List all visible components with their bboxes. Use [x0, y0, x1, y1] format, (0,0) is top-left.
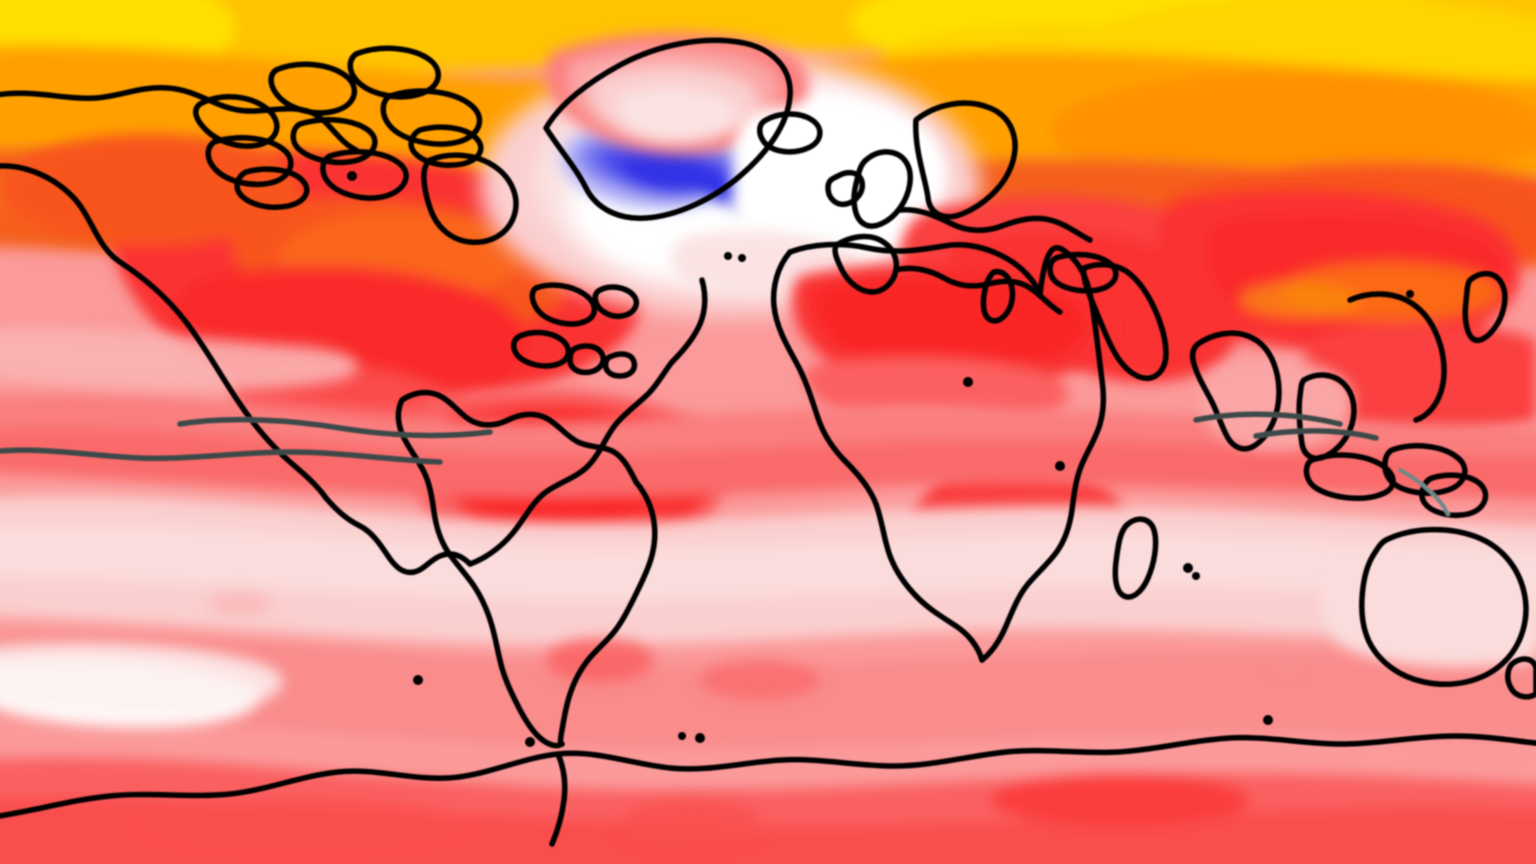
north-atlantic-cold-blob	[559, 117, 853, 230]
anomaly-region-north-america	[0, 134, 644, 469]
anomaly-region-south-america	[413, 388, 724, 644]
anomaly-local-patches	[0, 327, 1536, 844]
anomaly-region-eurasia	[899, 190, 1536, 432]
coastlines	[0, 37, 1536, 847]
anomaly-region-africa	[791, 262, 1124, 599]
anomaly-band-tropics-and-south	[0, 393, 1536, 864]
anomaly-band-northern-hemisphere	[0, 0, 1536, 274]
anomaly-region-north-atlantic	[480, 32, 980, 317]
